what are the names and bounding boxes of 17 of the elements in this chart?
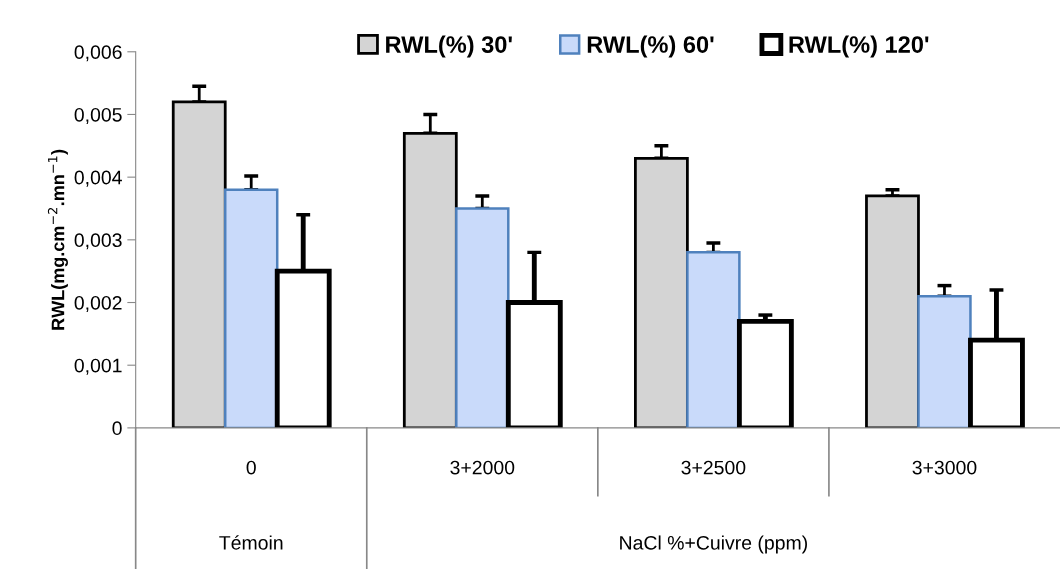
x-tick-label: 3+2000 (450, 460, 515, 475)
x-tick-label: 0 (246, 460, 256, 475)
y-tick-label: 0,005 (74, 107, 122, 124)
text: NaCl %+Cuivre (ppm) (620, 535, 807, 554)
text: Témoin (219, 535, 283, 550)
y-tick-label: 0,006 (74, 45, 122, 62)
y-tick-label: 0 (112, 421, 122, 436)
y-tick-label: 0,003 (74, 233, 122, 250)
x-tick-label: 3+3000 (912, 460, 977, 475)
legend-label: RWL(%) 30' (386, 35, 512, 58)
y-axis-title: RWL(mg.cm$^{−2}$.mn$^{−1}$) (47, 149, 68, 330)
y-tick-label: 0,002 (74, 295, 122, 313)
y-tick-label: 0,004 (74, 170, 122, 187)
legend-label: RWL(%) 60' (587, 35, 714, 58)
x-tick-label: 3+2500 (681, 460, 746, 475)
legend-label: RWL(%) 120' (789, 35, 929, 58)
y-tick-label: 0,001 (74, 358, 122, 375)
